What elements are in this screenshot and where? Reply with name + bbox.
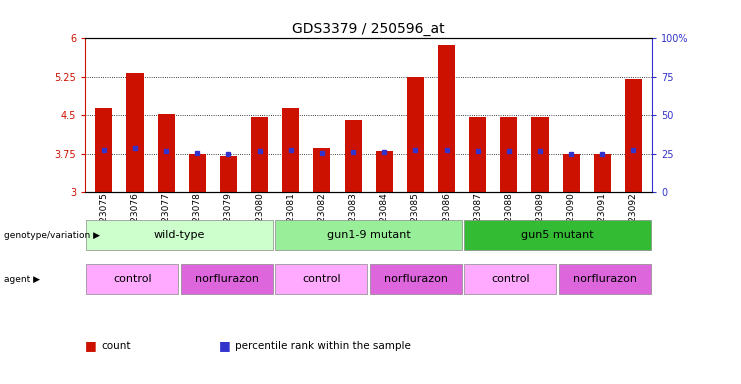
Bar [96,108,113,192]
Text: norflurazon: norflurazon [195,274,259,285]
Bar [376,151,393,192]
Bar [220,156,237,192]
Bar [158,114,175,192]
Text: agent ▶: agent ▶ [4,275,40,284]
Title: GDS3379 / 250596_at: GDS3379 / 250596_at [293,22,445,36]
Text: gun1-9 mutant: gun1-9 mutant [327,230,411,240]
Bar [407,77,424,192]
Text: control: control [302,274,341,285]
Text: percentile rank within the sample: percentile rank within the sample [235,341,411,351]
Bar [465,220,651,250]
Bar [127,73,144,192]
Bar [87,264,179,295]
Text: gun5 mutant: gun5 mutant [521,230,594,240]
Bar [594,154,611,192]
Text: norflurazon: norflurazon [573,274,637,285]
Text: norflurazon: norflurazon [384,274,448,285]
Bar [500,117,517,192]
Bar [87,220,273,250]
Bar [469,117,486,192]
Bar [313,149,330,192]
Bar [345,120,362,192]
Bar [559,264,651,295]
Bar [625,79,642,192]
Bar [562,154,579,192]
Text: ■: ■ [219,339,230,352]
Bar [370,264,462,295]
Bar [181,264,273,295]
Text: control: control [113,274,152,285]
Bar [276,264,368,295]
Bar [251,117,268,192]
Bar [189,154,206,192]
Text: control: control [491,274,530,285]
Bar [276,220,462,250]
Bar [531,117,548,192]
Text: count: count [102,341,131,351]
Text: ■: ■ [85,339,97,352]
Bar [438,45,455,192]
Text: genotype/variation ▶: genotype/variation ▶ [4,231,100,240]
Text: wild-type: wild-type [154,230,205,240]
Bar [465,264,556,295]
Bar [282,108,299,192]
